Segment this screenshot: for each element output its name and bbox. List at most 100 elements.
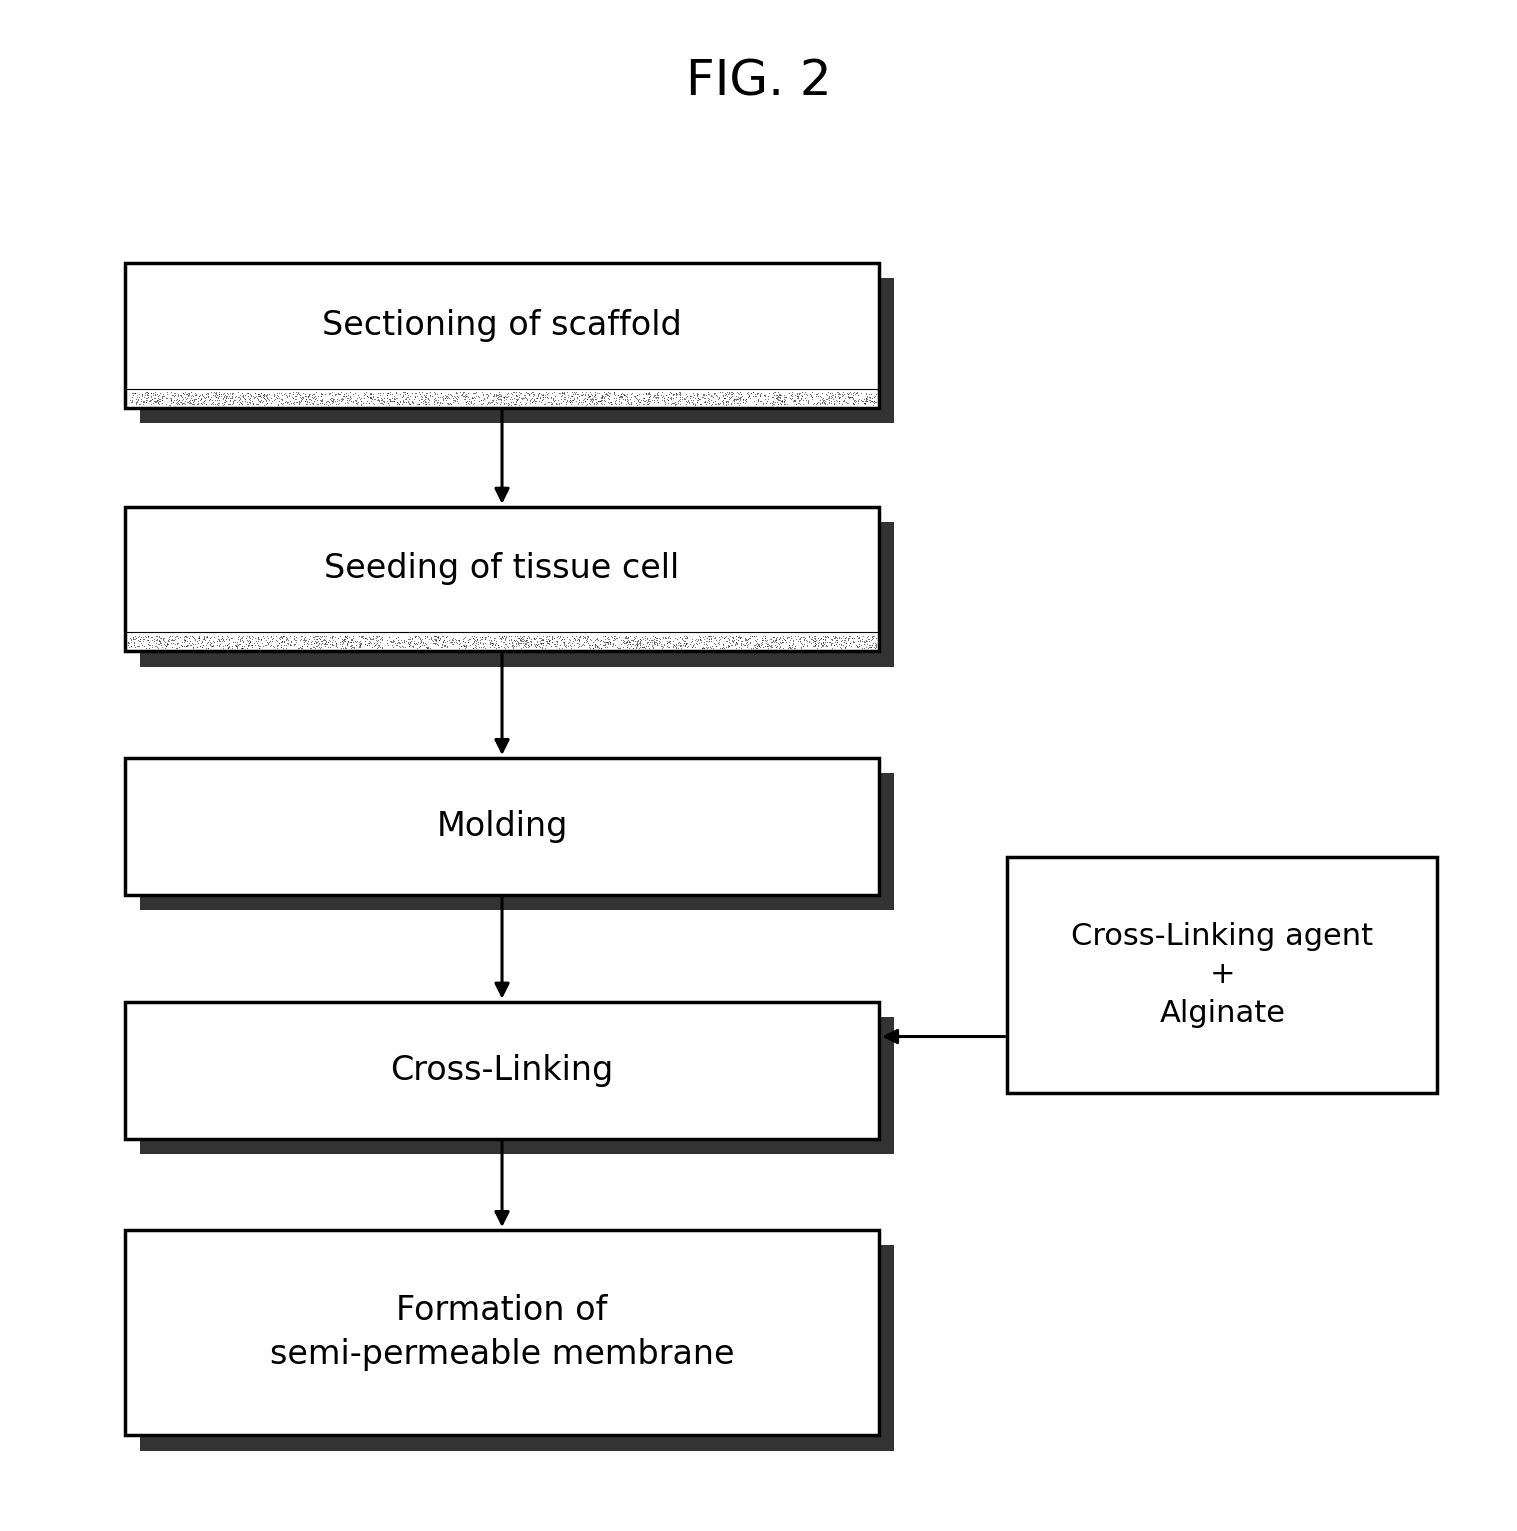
Point (566, 635, 590, 660)
Point (449, 634, 473, 658)
Point (243, 386, 267, 410)
Point (382, 386, 407, 410)
Point (502, 392, 526, 416)
Point (472, 387, 496, 412)
Point (534, 380, 558, 404)
Point (751, 383, 775, 407)
Point (258, 634, 282, 658)
Point (338, 629, 363, 654)
Point (258, 632, 282, 657)
Point (576, 625, 601, 649)
Point (710, 389, 734, 413)
Point (293, 389, 317, 413)
Point (833, 381, 857, 406)
Point (378, 389, 402, 413)
Point (400, 389, 425, 413)
Point (443, 386, 467, 410)
Point (434, 387, 458, 412)
Point (372, 389, 396, 413)
Point (470, 392, 495, 416)
Point (165, 632, 190, 657)
Point (367, 390, 391, 415)
Point (758, 390, 783, 415)
Point (226, 628, 250, 652)
Point (619, 392, 643, 416)
Point (464, 631, 488, 655)
Point (133, 380, 158, 404)
Point (203, 392, 228, 416)
Point (221, 387, 246, 412)
Point (730, 629, 754, 654)
Point (237, 632, 261, 657)
Point (355, 626, 379, 651)
Point (731, 386, 755, 410)
Point (646, 384, 671, 409)
Point (592, 632, 616, 657)
Point (746, 632, 771, 657)
Point (598, 387, 622, 412)
Point (711, 635, 736, 660)
Point (643, 625, 667, 649)
Point (520, 380, 545, 404)
Point (411, 389, 435, 413)
Point (413, 387, 437, 412)
Point (270, 392, 294, 416)
Point (519, 631, 543, 655)
Point (772, 383, 796, 407)
Point (171, 634, 196, 658)
Point (769, 628, 793, 652)
Point (492, 386, 516, 410)
Point (237, 631, 261, 655)
Point (188, 383, 212, 407)
Point (522, 383, 546, 407)
Point (837, 631, 862, 655)
Point (294, 389, 319, 413)
Point (269, 635, 293, 660)
Point (165, 383, 190, 407)
Point (127, 626, 152, 651)
Point (181, 631, 205, 655)
Point (625, 629, 649, 654)
Point (637, 384, 661, 409)
Point (523, 631, 548, 655)
Point (558, 628, 583, 652)
Point (863, 384, 887, 409)
Point (199, 392, 223, 416)
Point (721, 381, 745, 406)
Point (159, 623, 184, 648)
Point (589, 384, 613, 409)
Point (575, 387, 599, 412)
Point (155, 380, 179, 404)
Point (513, 634, 537, 658)
Point (435, 384, 460, 409)
Point (743, 634, 768, 658)
Point (863, 635, 887, 660)
Point (434, 625, 458, 649)
Point (507, 632, 531, 657)
Point (728, 626, 752, 651)
Point (752, 383, 777, 407)
Point (255, 629, 279, 654)
Point (416, 386, 440, 410)
Point (173, 623, 197, 648)
Point (253, 387, 278, 412)
Point (376, 392, 400, 416)
Point (693, 389, 718, 413)
Point (343, 634, 367, 658)
Point (452, 634, 476, 658)
Point (505, 623, 529, 648)
Point (232, 383, 256, 407)
Point (850, 629, 874, 654)
Point (724, 635, 748, 660)
Point (695, 380, 719, 404)
Point (828, 629, 853, 654)
Point (576, 383, 601, 407)
Point (237, 381, 261, 406)
Point (513, 629, 537, 654)
Point (220, 386, 244, 410)
Point (552, 629, 576, 654)
Point (795, 629, 819, 654)
Point (270, 629, 294, 654)
Point (613, 386, 637, 410)
Point (601, 632, 625, 657)
